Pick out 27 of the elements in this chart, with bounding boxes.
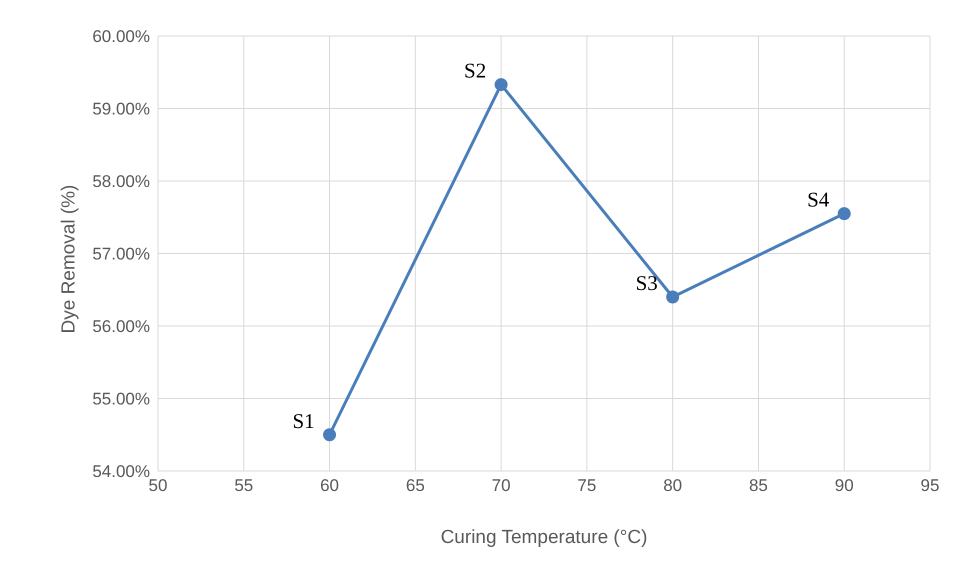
annotation: S1 bbox=[292, 408, 315, 433]
y-tick-label: 57.00% bbox=[92, 244, 150, 264]
x-tick-label: 75 bbox=[577, 476, 596, 496]
x-tick-label: 55 bbox=[234, 476, 254, 496]
x-axis-title: Curing Temperature (°C) bbox=[440, 527, 648, 548]
x-tick-label: 85 bbox=[748, 476, 768, 496]
y-tick-label: 55.00% bbox=[92, 390, 150, 409]
annotation: S3 bbox=[636, 271, 658, 295]
y-axis-title: Dye Removal (%) bbox=[58, 184, 80, 334]
x-tick-label: 65 bbox=[406, 476, 425, 496]
point bbox=[838, 207, 851, 220]
point bbox=[494, 78, 508, 92]
x-tick-label: 60 bbox=[320, 476, 340, 496]
point bbox=[666, 290, 680, 304]
annotation: S2 bbox=[464, 58, 486, 83]
x-tick-label: 50 bbox=[148, 476, 168, 496]
x-tick-label: 80 bbox=[663, 476, 682, 496]
y-tick-label: 60.00% bbox=[92, 27, 150, 46]
x-tick-label: 95 bbox=[920, 476, 940, 496]
point bbox=[323, 428, 336, 442]
annotation: S4 bbox=[807, 188, 830, 212]
x-tick-label: 70 bbox=[492, 476, 511, 496]
y-tick-label: 59.00% bbox=[92, 100, 150, 119]
y-tick-label: 54.00% bbox=[92, 462, 150, 482]
y-tick-label: 58.00% bbox=[92, 172, 150, 192]
y-tick-label: 56.00% bbox=[92, 317, 150, 336]
x-tick-label: 90 bbox=[834, 476, 854, 496]
